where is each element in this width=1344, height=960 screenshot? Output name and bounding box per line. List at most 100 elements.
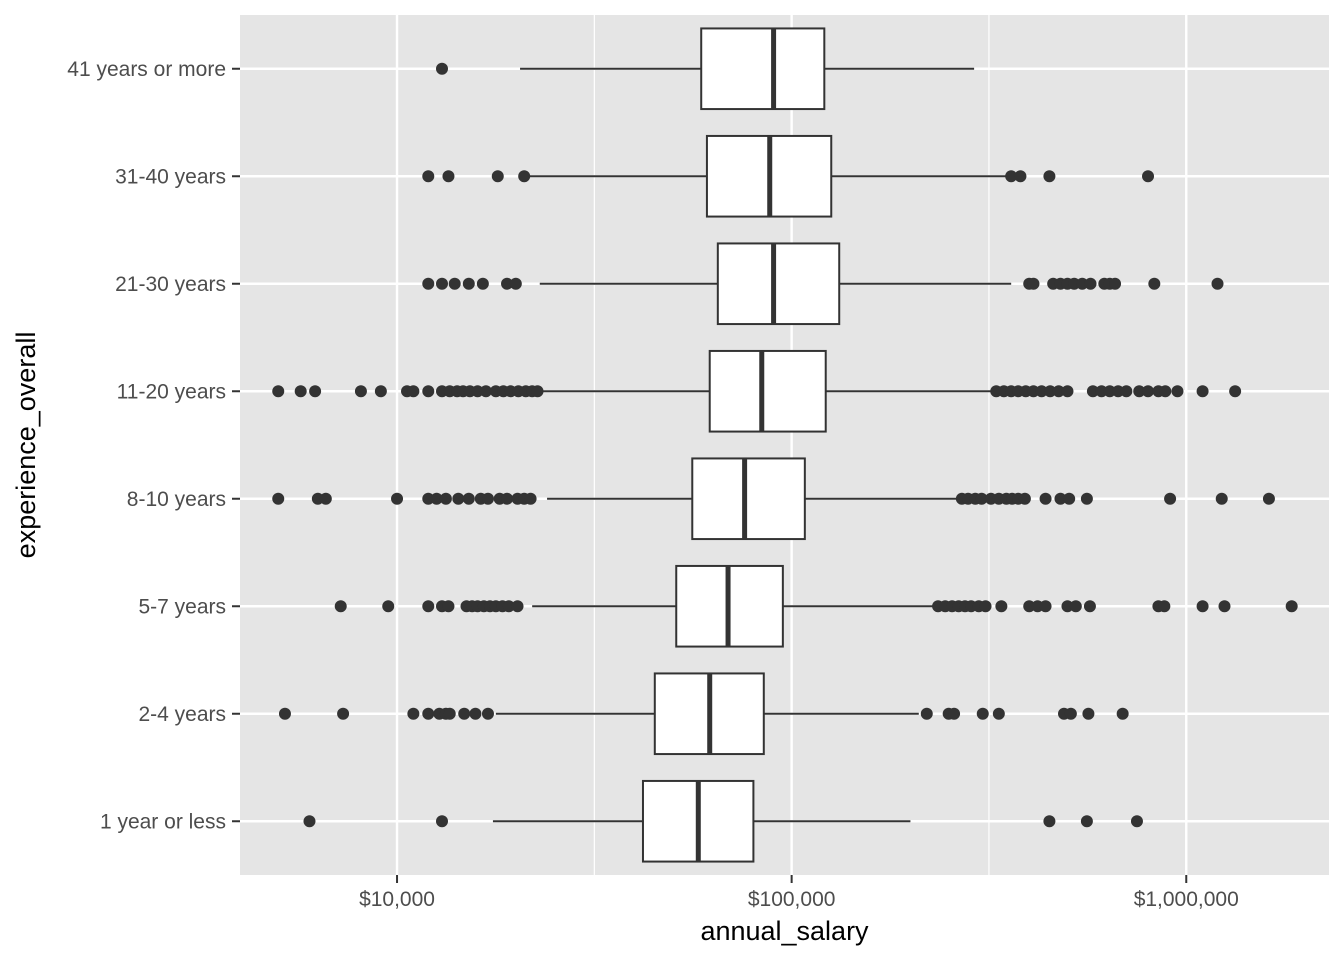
y-axis-title: experience_overall [11,332,41,559]
outlier-point [1285,600,1298,613]
outlier-point [462,492,475,505]
outlier-point [407,385,420,398]
outlier-point [1109,277,1122,290]
iqr-box [691,457,806,541]
boxplot-group [422,242,1224,326]
outlier-point [294,385,307,398]
y-axis: 1 year or less 2-4 years 5-7 years 8-10 yea… [67,58,240,833]
outlier-point [501,277,514,290]
outlier-point [920,707,933,720]
outlier-point [491,170,504,183]
outlier-point [1076,277,1089,290]
outlier-point [1215,492,1228,505]
boxplot-group [303,779,1143,863]
outlier-point [448,277,461,290]
boxplot-group [272,457,1275,541]
outlier-point [1196,600,1209,613]
outlier-point [471,385,484,398]
outlier-point [995,600,1008,613]
outlier-point [1103,385,1116,398]
outlier-point [462,277,475,290]
x-axis: $10,000 $100,000 $1,000,000 [359,875,1239,911]
outlier-point [1083,600,1096,613]
outlier-point [1158,600,1171,613]
outlier-point [479,385,492,398]
outlier-point [481,707,494,720]
outlier-point [334,600,347,613]
outlier-point [435,62,448,75]
box-series [272,27,1298,863]
iqr-box [700,27,826,111]
outlier-point [435,277,448,290]
outlier-point [469,707,482,720]
boxplot-group [334,564,1298,648]
outlier-point [272,385,285,398]
outlier-point [1052,385,1065,398]
outlier-point [337,707,350,720]
outlier-point [948,707,961,720]
x-axis-title: annual_salary [700,916,869,946]
outlier-point [1064,707,1077,720]
outlier-point [430,492,443,505]
boxplot-group [272,349,1242,433]
y-tick-label: 1 year or less [100,810,226,833]
outlier-point [1133,385,1146,398]
outlier-point [354,385,367,398]
outlier-point [442,170,455,183]
outlier-point [1142,385,1155,398]
outlier-point [422,277,435,290]
outlier-point [1080,492,1093,505]
outlier-point [1069,600,1082,613]
outlier-point [391,492,404,505]
outlier-point [1159,385,1172,398]
outlier-point [1027,277,1040,290]
outlier-point [442,600,455,613]
outlier-point [1044,385,1057,398]
outlier-point [1218,600,1231,613]
outlier-point [443,707,456,720]
y-tick-label: 5-7 years [138,595,226,618]
outlier-point [422,385,435,398]
outlier-point [1080,815,1093,828]
outlier-point [422,707,435,720]
outlier-point [1229,385,1242,398]
outlier-point [1171,385,1184,398]
y-tick-label: 31-40 years [115,165,226,188]
outlier-point [1262,492,1275,505]
outlier-point [374,385,387,398]
outlier-point [1095,385,1108,398]
outlier-point [1039,600,1052,613]
iqr-box [716,242,841,326]
outlier-point [452,492,465,505]
outlier-point [501,492,514,505]
outlier-point [1063,492,1076,505]
outlier-point [1014,170,1027,183]
outlier-point [1116,707,1129,720]
outlier-point [1082,707,1095,720]
outlier-point [511,600,524,613]
outlier-point [319,492,332,505]
outlier-point [502,600,515,613]
outlier-point [1043,815,1056,828]
outlier-point [309,385,322,398]
outlier-point [1043,170,1056,183]
x-tick-label: $10,000 [359,888,435,911]
outlier-point [1084,277,1097,290]
outlier-point [1142,170,1155,183]
x-tick-label: $100,000 [748,888,836,911]
outlier-point [1086,385,1099,398]
outlier-point [1196,385,1209,398]
outlier-point [976,707,989,720]
y-tick-label: 8-10 years [127,488,226,511]
outlier-point [1130,815,1143,828]
outlier-point [1054,492,1067,505]
outlier-point [435,815,448,828]
outlier-point [439,492,452,505]
outlier-point [1018,492,1031,505]
outlier-point [992,707,1005,720]
outlier-point [975,492,988,505]
outlier-point [382,600,395,613]
outlier-point [1005,170,1018,183]
x-tick-label: $1,000,000 [1134,888,1239,911]
